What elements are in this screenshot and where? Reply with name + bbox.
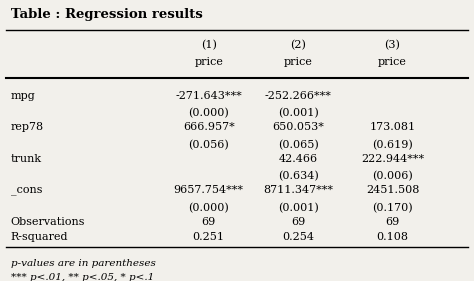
Text: mpg: mpg <box>11 90 36 101</box>
Text: (0.634): (0.634) <box>278 171 319 182</box>
Text: 9657.754***: 9657.754*** <box>174 185 244 195</box>
Text: 8711.347***: 8711.347*** <box>263 185 333 195</box>
Text: 69: 69 <box>201 217 216 227</box>
Text: 42.466: 42.466 <box>279 154 318 164</box>
Text: (1): (1) <box>201 40 217 51</box>
Text: *** p<.01, ** p<.05, * p<.1: *** p<.01, ** p<.05, * p<.1 <box>11 273 154 281</box>
Text: 666.957*: 666.957* <box>183 122 235 132</box>
Text: p-values are in parentheses: p-values are in parentheses <box>11 259 155 268</box>
Text: (0.000): (0.000) <box>188 203 229 213</box>
Text: (0.170): (0.170) <box>372 203 413 213</box>
Text: 69: 69 <box>291 217 305 227</box>
Text: 173.081: 173.081 <box>369 122 416 132</box>
Text: (3): (3) <box>384 40 401 51</box>
Text: 2451.508: 2451.508 <box>366 185 419 195</box>
Text: (2): (2) <box>290 40 306 51</box>
Text: price: price <box>378 57 407 67</box>
Text: (0.065): (0.065) <box>278 140 319 150</box>
Text: 0.108: 0.108 <box>376 232 409 242</box>
Text: trunk: trunk <box>11 154 42 164</box>
Text: Table : Regression results: Table : Regression results <box>11 8 202 21</box>
Text: 0.254: 0.254 <box>282 232 314 242</box>
Text: (0.000): (0.000) <box>188 108 229 119</box>
Text: (0.056): (0.056) <box>188 140 229 150</box>
Text: _cons: _cons <box>11 185 42 195</box>
Text: 650.053*: 650.053* <box>273 122 324 132</box>
Text: 222.944***: 222.944*** <box>361 154 424 164</box>
Text: rep78: rep78 <box>11 122 44 132</box>
Text: R-squared: R-squared <box>11 232 68 242</box>
Text: (0.001): (0.001) <box>278 203 319 213</box>
Text: -252.266***: -252.266*** <box>265 90 332 101</box>
Text: -271.643***: -271.643*** <box>175 90 242 101</box>
Text: 69: 69 <box>385 217 400 227</box>
Text: (0.006): (0.006) <box>372 171 413 182</box>
Text: (0.001): (0.001) <box>278 108 319 119</box>
Text: price: price <box>284 57 313 67</box>
Text: price: price <box>194 57 223 67</box>
Text: 0.251: 0.251 <box>193 232 225 242</box>
Text: Observations: Observations <box>11 217 85 227</box>
Text: (0.619): (0.619) <box>372 140 413 150</box>
